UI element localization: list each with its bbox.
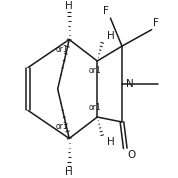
Text: or1: or1 <box>56 122 69 131</box>
Text: or1: or1 <box>89 103 102 112</box>
Text: O: O <box>127 150 135 160</box>
Text: H: H <box>65 167 73 177</box>
Text: F: F <box>153 18 159 28</box>
Text: N: N <box>126 79 134 89</box>
Text: H: H <box>65 1 73 11</box>
Text: H: H <box>107 137 115 147</box>
Text: H: H <box>107 31 115 41</box>
Text: or1: or1 <box>89 66 102 75</box>
Text: or1: or1 <box>56 45 69 54</box>
Text: F: F <box>103 6 109 16</box>
